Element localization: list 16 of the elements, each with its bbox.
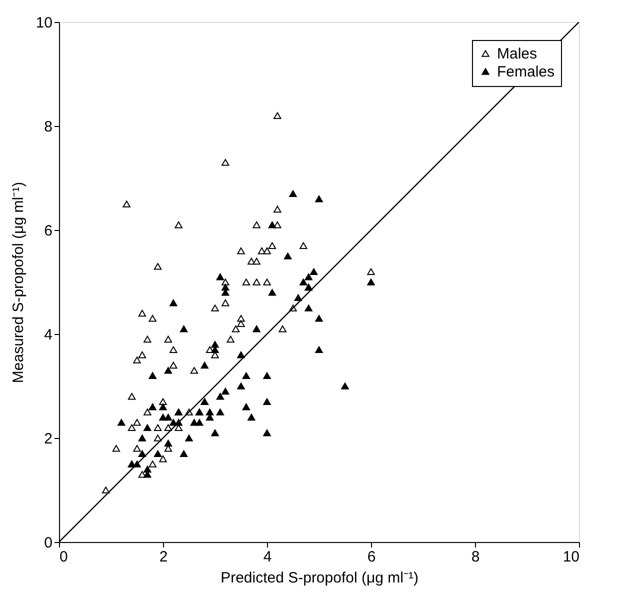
x-tick-label: 4	[263, 548, 272, 566]
x-tick-label: 10	[562, 548, 580, 566]
x-tick-label: 6	[367, 548, 376, 566]
y-tick-label: 0	[44, 534, 52, 552]
y-tick-label: 8	[44, 118, 52, 136]
legend-label: Females	[497, 64, 555, 80]
y-tick-label: 6	[44, 222, 52, 240]
x-axis-title: Predicted S-propofol (μg ml⁻¹)	[220, 570, 418, 586]
y-tick-label: 2	[44, 430, 52, 448]
x-tick-label: 0	[60, 548, 68, 566]
legend-label: Males	[497, 46, 538, 62]
x-tick-label: 8	[471, 548, 480, 566]
y-axis-title: Measured S-propofol (μg ml⁻¹)	[10, 182, 27, 384]
y-tick-label: 4	[44, 326, 52, 344]
y-tick-label: 10	[36, 14, 52, 32]
x-tick-label: 2	[159, 548, 168, 566]
